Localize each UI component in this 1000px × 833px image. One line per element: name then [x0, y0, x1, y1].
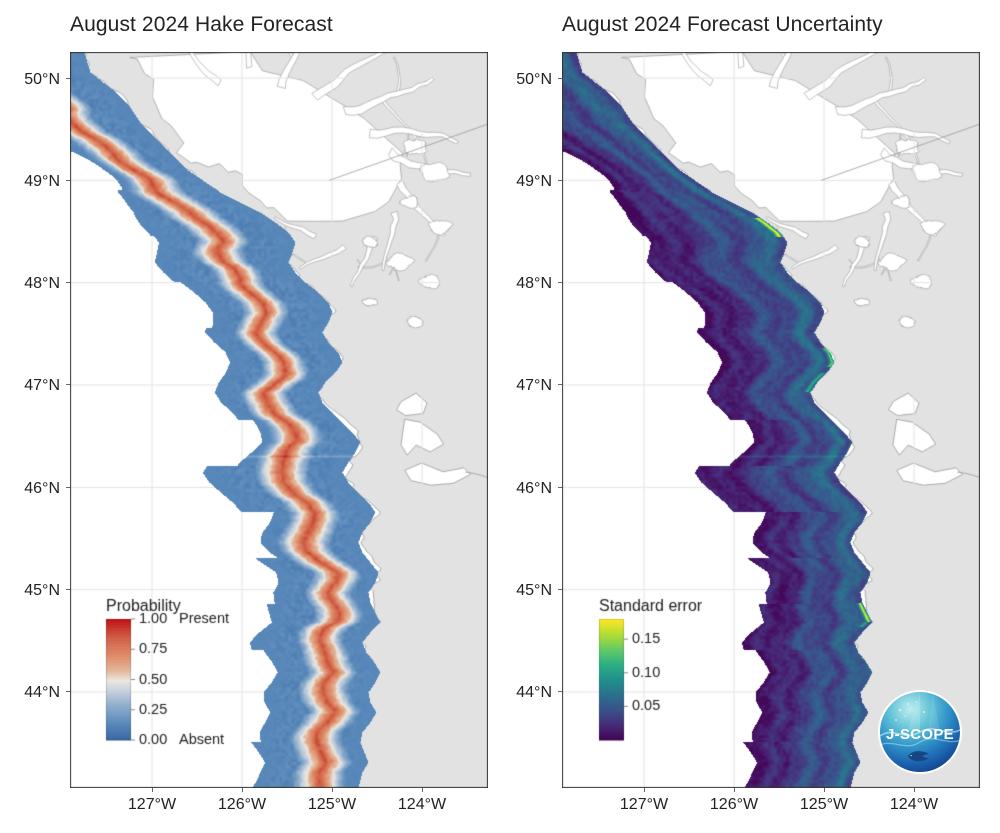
svg-text:J-SCOPE: J-SCOPE	[886, 726, 954, 743]
